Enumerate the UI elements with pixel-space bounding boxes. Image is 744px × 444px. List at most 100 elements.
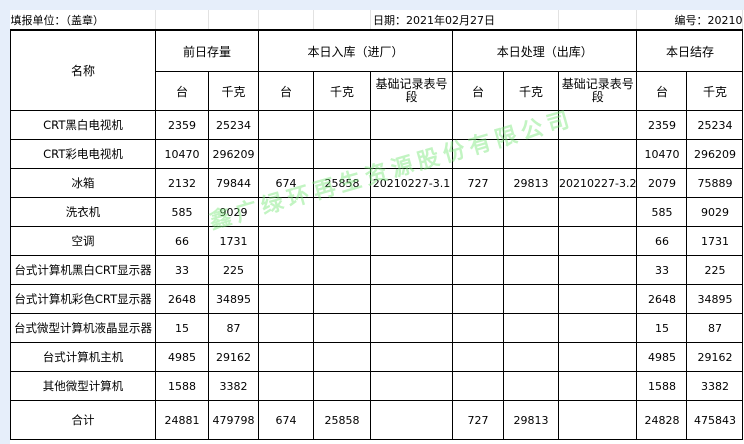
cell-name: CRT黑白电视机	[10, 110, 156, 140]
cell-ir	[370, 313, 453, 343]
cell-eu: 24828	[636, 400, 688, 440]
col-name: 名称	[10, 29, 156, 111]
cell-pu: 24881	[155, 400, 209, 440]
cell-name: 台式计算机彩色CRT显示器	[10, 284, 156, 314]
date-label: 日期：2021年02月27日	[370, 10, 559, 31]
number-label: 编号：20210	[636, 10, 744, 31]
cell-eu: 2359	[636, 110, 688, 140]
cell-ok	[503, 110, 559, 140]
cell-ou	[452, 371, 504, 401]
cell-name: CRT彩电电视机	[10, 139, 156, 169]
cell-iu	[258, 226, 314, 256]
cell-iu: 674	[258, 168, 314, 198]
cell-ok: 29813	[503, 400, 559, 440]
col-units: 台	[636, 71, 688, 111]
cell-ok	[503, 313, 559, 343]
unit-label: 填报单位：（盖章）	[10, 10, 156, 31]
cell-ok	[503, 139, 559, 169]
cell-ir	[370, 342, 453, 372]
cell-eu: 66	[636, 226, 688, 256]
cell-ik	[313, 139, 371, 169]
col-units: 台	[155, 71, 209, 111]
cell-pk: 296209	[208, 139, 259, 169]
cell-or	[557, 226, 638, 256]
table-row: 其他微型计算机 1588 3382 1588 3382	[10, 371, 744, 401]
cell-pk: 9029	[208, 197, 259, 227]
cell-ou	[452, 342, 504, 372]
cell-ik	[313, 313, 371, 343]
cell-or	[557, 342, 638, 372]
col-out: 本日处理（出库）	[451, 29, 638, 72]
cell-pk: 87	[208, 313, 259, 343]
cell-ir	[370, 226, 453, 256]
cell-ou	[452, 226, 504, 256]
cell-name: 合计	[10, 400, 156, 440]
cell-pu: 2648	[155, 284, 209, 314]
cell-pu: 15	[155, 313, 209, 343]
table-row: 洗衣机 585 9029 585 9029	[10, 197, 744, 227]
cell-iu	[258, 110, 314, 140]
cell-name: 台式计算机主机	[10, 342, 156, 372]
cell-pk: 1731	[208, 226, 259, 256]
cell-ik	[313, 255, 371, 285]
cell-iu	[258, 197, 314, 227]
cell-ou: 727	[452, 168, 504, 198]
cell-pu: 4985	[155, 342, 209, 372]
cell-ik	[313, 342, 371, 372]
table-row: 台式计算机黑白CRT显示器 33 225 33 225	[10, 255, 744, 285]
cell-ek: 9029	[686, 197, 744, 227]
cell-name: 台式计算机黑白CRT显示器	[10, 255, 156, 285]
col-end: 本日结存	[636, 29, 744, 72]
col-kg: 千克	[686, 71, 744, 111]
cell-ir	[370, 139, 453, 169]
cell-name: 洗衣机	[10, 197, 156, 227]
cell-or	[557, 139, 638, 169]
cell-iu	[258, 255, 314, 285]
cell-ir: 20210227-3.1	[370, 168, 453, 198]
cell-ok	[503, 371, 559, 401]
cell-ik: 25858	[313, 400, 371, 440]
cell-eu: 4985	[636, 342, 688, 372]
cell-pk: 25234	[208, 110, 259, 140]
cell-ir	[370, 371, 453, 401]
cell-ok	[503, 284, 559, 314]
col-prev: 前日存量	[155, 29, 259, 72]
cell-or	[557, 110, 638, 140]
cell-ik	[313, 284, 371, 314]
cell-pk: 34895	[208, 284, 259, 314]
cell-ik	[313, 226, 371, 256]
cell-ek: 1731	[686, 226, 744, 256]
cell-iu	[258, 342, 314, 372]
cell-ik	[313, 197, 371, 227]
table-row: 空调 66 1731 66 1731	[10, 226, 744, 256]
cell-ir	[370, 284, 453, 314]
col-in: 本日入库（进厂）	[258, 29, 453, 72]
cell-ou	[452, 284, 504, 314]
cell-iu	[258, 284, 314, 314]
cell-ek: 34895	[686, 284, 744, 314]
cell-or	[557, 313, 638, 343]
cell-ir	[370, 197, 453, 227]
cell-ok	[503, 255, 559, 285]
cell-name: 台式微型计算机液晶显示器	[10, 313, 156, 343]
col-units: 台	[452, 71, 504, 111]
cell-ou	[452, 110, 504, 140]
cell-ek: 87	[686, 313, 744, 343]
cell-pu: 33	[155, 255, 209, 285]
cell-ek: 296209	[686, 139, 744, 169]
cell-or	[557, 371, 638, 401]
cell-eu: 2648	[636, 284, 688, 314]
cell-pk: 479798	[208, 400, 259, 440]
cell-eu: 33	[636, 255, 688, 285]
cell-iu	[258, 371, 314, 401]
cell-or	[557, 197, 638, 227]
cell-name: 冰箱	[10, 168, 156, 198]
cell-ir	[370, 400, 453, 440]
cell-ik	[313, 371, 371, 401]
cell-iu	[258, 139, 314, 169]
cell-ir	[370, 110, 453, 140]
col-kg: 千克	[313, 71, 371, 111]
cell-eu: 10470	[636, 139, 688, 169]
cell-pk: 79844	[208, 168, 259, 198]
cell-eu: 1588	[636, 371, 688, 401]
